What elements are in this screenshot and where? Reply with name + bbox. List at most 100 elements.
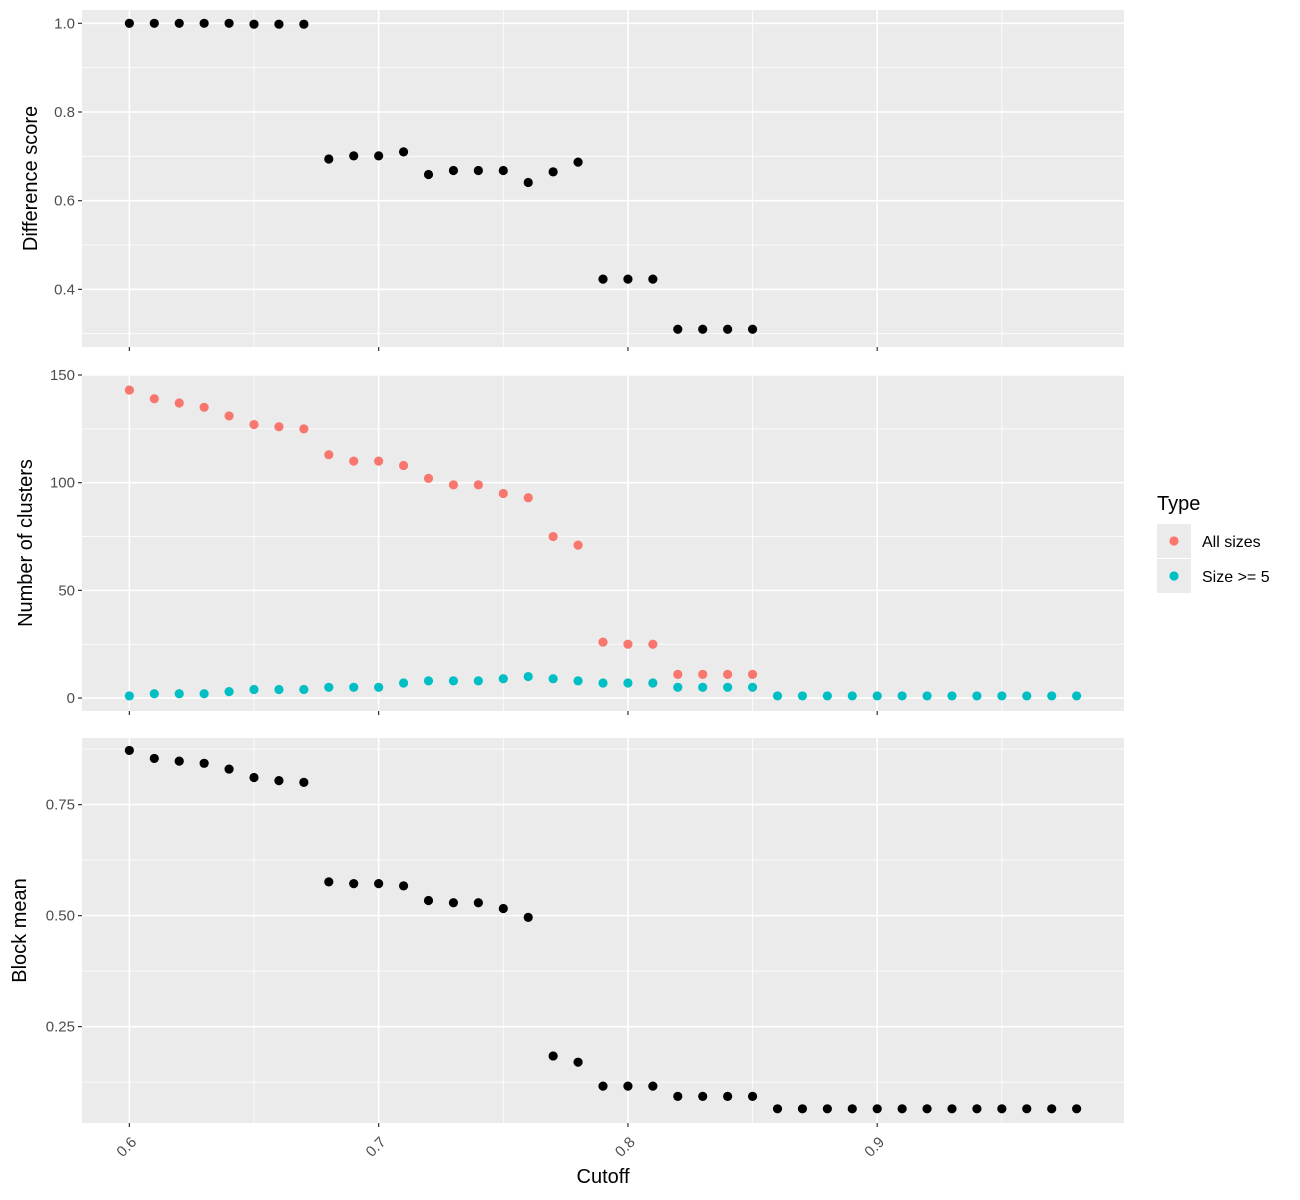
data-point xyxy=(174,18,184,28)
data-point xyxy=(922,691,932,701)
data-point xyxy=(398,678,409,688)
data-point xyxy=(374,456,384,466)
data-point xyxy=(772,1104,783,1114)
data-point xyxy=(648,274,658,284)
data-point xyxy=(374,682,384,692)
data-point xyxy=(224,18,234,28)
data-point xyxy=(498,165,508,176)
data-point xyxy=(324,877,334,887)
data-point xyxy=(523,912,533,923)
data-point xyxy=(523,177,533,188)
data-point xyxy=(349,151,359,161)
panel-top: 0.4 0.6 0.8 1.0 Difference score xyxy=(20,10,1124,351)
y-tick-label: 150 xyxy=(50,367,75,384)
series-block-mean xyxy=(124,745,1082,1114)
data-point xyxy=(623,678,633,688)
data-point xyxy=(423,895,434,906)
data-point xyxy=(673,669,683,679)
data-point xyxy=(249,19,259,29)
y-tick-label: 0.6 xyxy=(54,193,75,210)
legend-label: Size >= 5 xyxy=(1202,569,1270,586)
data-point xyxy=(573,676,583,686)
y-tick-label: 0.8 xyxy=(54,104,75,121)
data-point xyxy=(398,147,409,157)
x-axis: 0.6 0.7 0.8 0.9 Cutoff xyxy=(113,1134,888,1188)
data-point xyxy=(822,691,832,701)
y-axis-title: Difference score xyxy=(20,106,42,251)
data-point xyxy=(997,1104,1007,1114)
data-point xyxy=(872,691,882,701)
data-point xyxy=(224,687,234,697)
data-point xyxy=(349,456,359,466)
data-point xyxy=(523,671,533,682)
data-point xyxy=(623,639,633,649)
data-point xyxy=(274,422,284,432)
x-tick-label: 0.6 xyxy=(113,1134,140,1161)
data-point xyxy=(199,689,209,699)
data-point xyxy=(698,682,708,692)
legend-swatch xyxy=(1169,536,1179,546)
data-point xyxy=(473,898,483,908)
data-point xyxy=(723,1091,733,1101)
series-size-5 xyxy=(124,671,1082,701)
data-point xyxy=(1022,1104,1032,1114)
x-tick-label: 0.9 xyxy=(861,1134,888,1161)
data-point xyxy=(698,324,708,334)
data-point xyxy=(1072,1104,1082,1114)
y-tick-label: 0.4 xyxy=(54,281,75,298)
data-point xyxy=(747,1091,758,1101)
data-point xyxy=(124,385,134,395)
data-point xyxy=(972,1104,982,1114)
data-point xyxy=(149,394,159,404)
x-tick-label: 0.7 xyxy=(363,1134,390,1161)
data-point xyxy=(623,1081,633,1091)
data-point xyxy=(398,460,409,471)
data-point xyxy=(224,411,234,421)
data-point xyxy=(448,165,459,176)
data-point xyxy=(423,473,434,483)
data-point xyxy=(847,691,857,701)
y-tick-label: 0 xyxy=(67,690,75,707)
data-point xyxy=(598,637,608,647)
data-point xyxy=(448,898,459,908)
legend: Type All sizes Size >= 5 xyxy=(1157,493,1270,593)
data-point xyxy=(548,1051,558,1061)
data-point xyxy=(274,776,284,786)
data-point xyxy=(747,324,758,334)
y-tick-label: 0.50 xyxy=(46,908,75,925)
data-point xyxy=(723,682,733,692)
data-point xyxy=(673,324,683,334)
data-point xyxy=(623,274,633,284)
data-point xyxy=(847,1104,857,1114)
data-point xyxy=(498,488,508,499)
data-point xyxy=(1022,691,1032,701)
data-point xyxy=(997,691,1007,701)
data-point xyxy=(199,402,209,412)
y-axis-title: Number of clusters xyxy=(15,459,37,627)
data-point xyxy=(299,19,309,29)
data-point xyxy=(772,691,783,701)
data-point xyxy=(573,157,583,167)
x-tick-label: 0.8 xyxy=(612,1134,639,1161)
data-point xyxy=(249,772,259,783)
y-axis-title: Block mean xyxy=(9,878,31,983)
data-point xyxy=(523,493,533,503)
data-point xyxy=(349,682,359,692)
data-point xyxy=(747,682,758,692)
data-point xyxy=(448,480,459,490)
data-point xyxy=(548,167,558,177)
data-point xyxy=(747,669,758,679)
data-point xyxy=(922,1104,932,1114)
data-point xyxy=(822,1104,832,1114)
data-point xyxy=(1047,691,1057,701)
y-tick-label: 1.0 xyxy=(54,15,75,32)
data-point xyxy=(723,324,733,334)
data-point xyxy=(324,450,334,460)
data-point xyxy=(199,18,209,28)
data-point xyxy=(473,480,483,490)
data-point xyxy=(598,274,608,284)
panel-bottom: 0.25 0.50 0.75 Block mean xyxy=(9,738,1124,1127)
data-point xyxy=(423,676,434,686)
data-point xyxy=(299,777,309,788)
